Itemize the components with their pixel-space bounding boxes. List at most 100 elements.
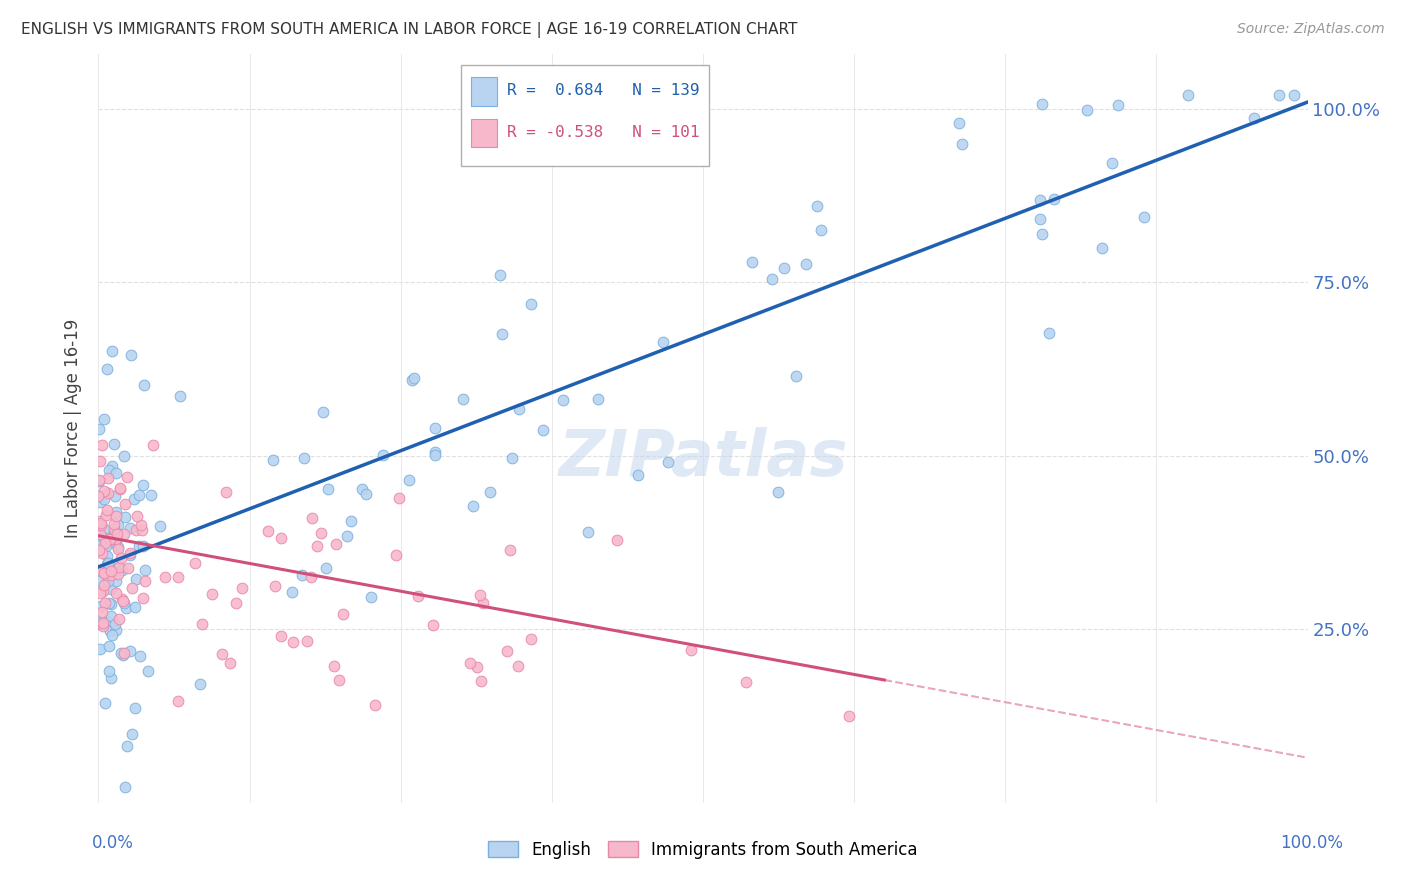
Point [657,455,679,469]
Point [134,574,156,589]
Point [112,647,135,661]
Point [100,459,122,474]
Point [388,491,411,505]
Point [104,532,127,546]
Point [231,581,253,595]
Point [108,482,131,496]
Point [264,579,287,593]
Point [87,489,110,503]
Point [104,536,127,550]
Point [131,591,153,605]
Point [501,450,523,465]
Point [97,664,120,678]
Point [89,586,111,600]
Point [735,675,758,690]
Point [124,492,146,507]
Point [491,326,513,341]
Point [104,617,127,632]
Point [1268,88,1291,103]
Point [166,569,188,583]
Text: Source: ZipAtlas.com: Source: ZipAtlas.com [1237,22,1385,37]
Point [128,539,150,553]
Point [89,641,111,656]
Point [87,615,110,630]
Point [149,519,172,533]
Point [120,644,142,658]
Point [520,632,543,646]
Point [104,489,127,503]
Y-axis label: In Labor Force | Age 16-19: In Labor Force | Age 16-19 [65,318,83,538]
Point [458,656,481,670]
Point [401,373,423,387]
Point [336,529,359,543]
Point [100,671,122,685]
Point [350,483,373,497]
Point [132,539,155,553]
Point [121,581,143,595]
Point [114,780,136,794]
Point [478,485,501,500]
Point [498,543,520,558]
Point [422,617,444,632]
Point [463,499,485,513]
Point [97,574,120,589]
Point [950,137,973,152]
Text: 100.0%: 100.0% [1279,834,1343,852]
Point [169,389,191,403]
Point [107,541,129,556]
Point [136,664,159,678]
Point [838,709,860,723]
Point [108,481,131,495]
Point [652,334,675,349]
Point [120,521,142,535]
Point [1107,98,1129,112]
Point [89,454,111,468]
Point [93,523,115,537]
Text: R =  0.684   N = 139: R = 0.684 N = 139 [508,83,700,98]
Point [627,468,650,483]
Point [360,590,382,604]
Point [127,509,149,524]
Point [1101,156,1123,170]
Point [90,535,112,549]
Point [89,421,111,435]
Point [93,484,115,499]
Point [112,526,135,541]
Point [312,405,335,419]
Point [87,543,110,558]
Point [89,495,111,509]
Point [506,659,529,673]
Point [90,599,112,614]
Point [112,648,135,663]
Point [97,485,120,500]
Point [98,624,121,639]
Point [107,517,129,532]
Point [104,466,127,480]
Point [90,516,112,530]
Point [488,268,510,283]
Point [201,587,224,601]
Point [101,344,124,359]
Point [94,536,117,550]
Point [108,560,131,574]
Point [107,567,129,582]
Point [465,660,488,674]
Point [112,449,135,463]
Point [167,694,190,708]
Point [468,588,491,602]
Point [104,505,127,519]
Point [586,392,609,407]
Point [553,392,575,407]
Point [806,199,828,213]
Point [256,524,278,538]
Point [1029,212,1052,227]
Point [105,586,128,600]
Point [309,525,332,540]
Point [766,484,789,499]
Point [96,540,118,554]
Point [423,449,446,463]
Point [93,578,115,592]
Point [1177,88,1199,103]
Point [100,608,122,623]
Point [89,516,111,530]
